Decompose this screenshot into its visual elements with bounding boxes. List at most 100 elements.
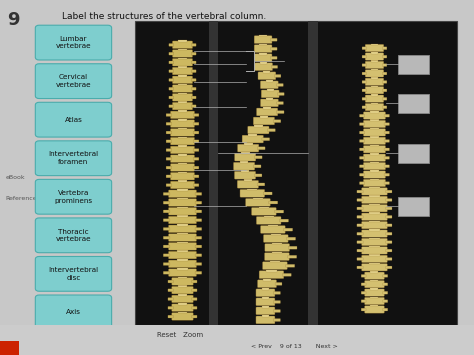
FancyBboxPatch shape — [382, 47, 387, 50]
FancyBboxPatch shape — [241, 152, 249, 154]
FancyBboxPatch shape — [371, 296, 378, 298]
FancyBboxPatch shape — [357, 224, 363, 227]
FancyBboxPatch shape — [261, 99, 278, 107]
FancyBboxPatch shape — [369, 221, 380, 222]
FancyBboxPatch shape — [171, 129, 194, 136]
FancyBboxPatch shape — [177, 145, 188, 147]
FancyBboxPatch shape — [286, 264, 295, 267]
FancyBboxPatch shape — [362, 247, 387, 254]
FancyBboxPatch shape — [371, 69, 378, 70]
FancyBboxPatch shape — [357, 215, 363, 218]
FancyBboxPatch shape — [359, 140, 365, 142]
FancyBboxPatch shape — [169, 260, 196, 268]
FancyBboxPatch shape — [362, 188, 387, 195]
FancyBboxPatch shape — [264, 71, 271, 73]
FancyBboxPatch shape — [357, 207, 363, 210]
FancyBboxPatch shape — [195, 210, 202, 213]
FancyBboxPatch shape — [163, 210, 170, 213]
FancyBboxPatch shape — [361, 308, 366, 311]
FancyBboxPatch shape — [383, 308, 388, 311]
FancyBboxPatch shape — [254, 174, 262, 177]
FancyBboxPatch shape — [177, 242, 188, 243]
FancyBboxPatch shape — [178, 40, 187, 42]
FancyBboxPatch shape — [384, 173, 390, 176]
FancyBboxPatch shape — [178, 75, 187, 77]
FancyBboxPatch shape — [235, 171, 255, 179]
FancyBboxPatch shape — [357, 241, 363, 244]
FancyBboxPatch shape — [169, 43, 174, 47]
FancyBboxPatch shape — [256, 316, 275, 324]
FancyBboxPatch shape — [371, 77, 378, 79]
FancyBboxPatch shape — [192, 315, 197, 318]
FancyBboxPatch shape — [36, 179, 111, 214]
FancyBboxPatch shape — [371, 60, 378, 62]
FancyBboxPatch shape — [241, 170, 249, 172]
FancyBboxPatch shape — [163, 201, 170, 204]
FancyBboxPatch shape — [192, 289, 197, 292]
FancyBboxPatch shape — [0, 341, 19, 355]
FancyBboxPatch shape — [178, 285, 187, 287]
FancyBboxPatch shape — [357, 266, 363, 269]
Text: eBook: eBook — [6, 175, 25, 180]
FancyBboxPatch shape — [371, 86, 378, 87]
FancyBboxPatch shape — [177, 268, 188, 269]
FancyBboxPatch shape — [268, 129, 275, 132]
FancyBboxPatch shape — [169, 52, 174, 55]
FancyBboxPatch shape — [173, 102, 192, 110]
FancyBboxPatch shape — [177, 163, 188, 164]
FancyBboxPatch shape — [166, 122, 172, 125]
FancyBboxPatch shape — [195, 271, 202, 274]
FancyBboxPatch shape — [177, 233, 188, 235]
FancyBboxPatch shape — [362, 230, 387, 237]
Text: Thoracic
vertebrae: Thoracic vertebrae — [55, 229, 91, 242]
FancyBboxPatch shape — [384, 123, 390, 126]
FancyBboxPatch shape — [191, 96, 196, 99]
FancyBboxPatch shape — [364, 171, 385, 178]
FancyBboxPatch shape — [386, 232, 392, 235]
FancyBboxPatch shape — [169, 242, 196, 250]
FancyBboxPatch shape — [169, 207, 196, 215]
FancyBboxPatch shape — [191, 70, 196, 73]
FancyBboxPatch shape — [178, 294, 187, 296]
FancyBboxPatch shape — [172, 278, 193, 285]
FancyBboxPatch shape — [254, 36, 272, 43]
FancyBboxPatch shape — [262, 315, 269, 317]
FancyBboxPatch shape — [288, 246, 297, 249]
FancyBboxPatch shape — [369, 204, 380, 205]
FancyBboxPatch shape — [357, 198, 363, 201]
FancyBboxPatch shape — [365, 306, 384, 313]
FancyBboxPatch shape — [259, 44, 267, 45]
FancyBboxPatch shape — [365, 103, 384, 111]
FancyBboxPatch shape — [369, 229, 380, 231]
FancyBboxPatch shape — [364, 179, 385, 187]
FancyBboxPatch shape — [191, 78, 196, 81]
FancyBboxPatch shape — [171, 137, 194, 145]
FancyBboxPatch shape — [382, 81, 387, 83]
FancyBboxPatch shape — [254, 54, 272, 61]
FancyBboxPatch shape — [193, 114, 199, 116]
FancyBboxPatch shape — [271, 65, 278, 69]
FancyBboxPatch shape — [171, 173, 194, 180]
FancyBboxPatch shape — [364, 154, 385, 161]
FancyBboxPatch shape — [163, 219, 170, 222]
FancyBboxPatch shape — [371, 288, 378, 290]
FancyBboxPatch shape — [166, 184, 172, 187]
FancyBboxPatch shape — [246, 198, 270, 206]
FancyBboxPatch shape — [364, 163, 385, 170]
FancyBboxPatch shape — [384, 182, 390, 185]
FancyBboxPatch shape — [384, 165, 390, 168]
Text: Intervertebral
disc: Intervertebral disc — [48, 267, 99, 280]
FancyBboxPatch shape — [192, 306, 197, 309]
FancyBboxPatch shape — [178, 84, 187, 86]
FancyBboxPatch shape — [398, 55, 429, 74]
FancyBboxPatch shape — [178, 58, 187, 59]
FancyBboxPatch shape — [275, 210, 283, 213]
Text: Axis: Axis — [66, 310, 81, 315]
FancyBboxPatch shape — [278, 93, 284, 95]
FancyBboxPatch shape — [260, 116, 268, 118]
FancyBboxPatch shape — [264, 235, 288, 242]
Text: Vertebra
prominens: Vertebra prominens — [55, 190, 92, 203]
FancyBboxPatch shape — [365, 289, 384, 296]
FancyBboxPatch shape — [253, 165, 261, 168]
FancyBboxPatch shape — [383, 291, 388, 294]
